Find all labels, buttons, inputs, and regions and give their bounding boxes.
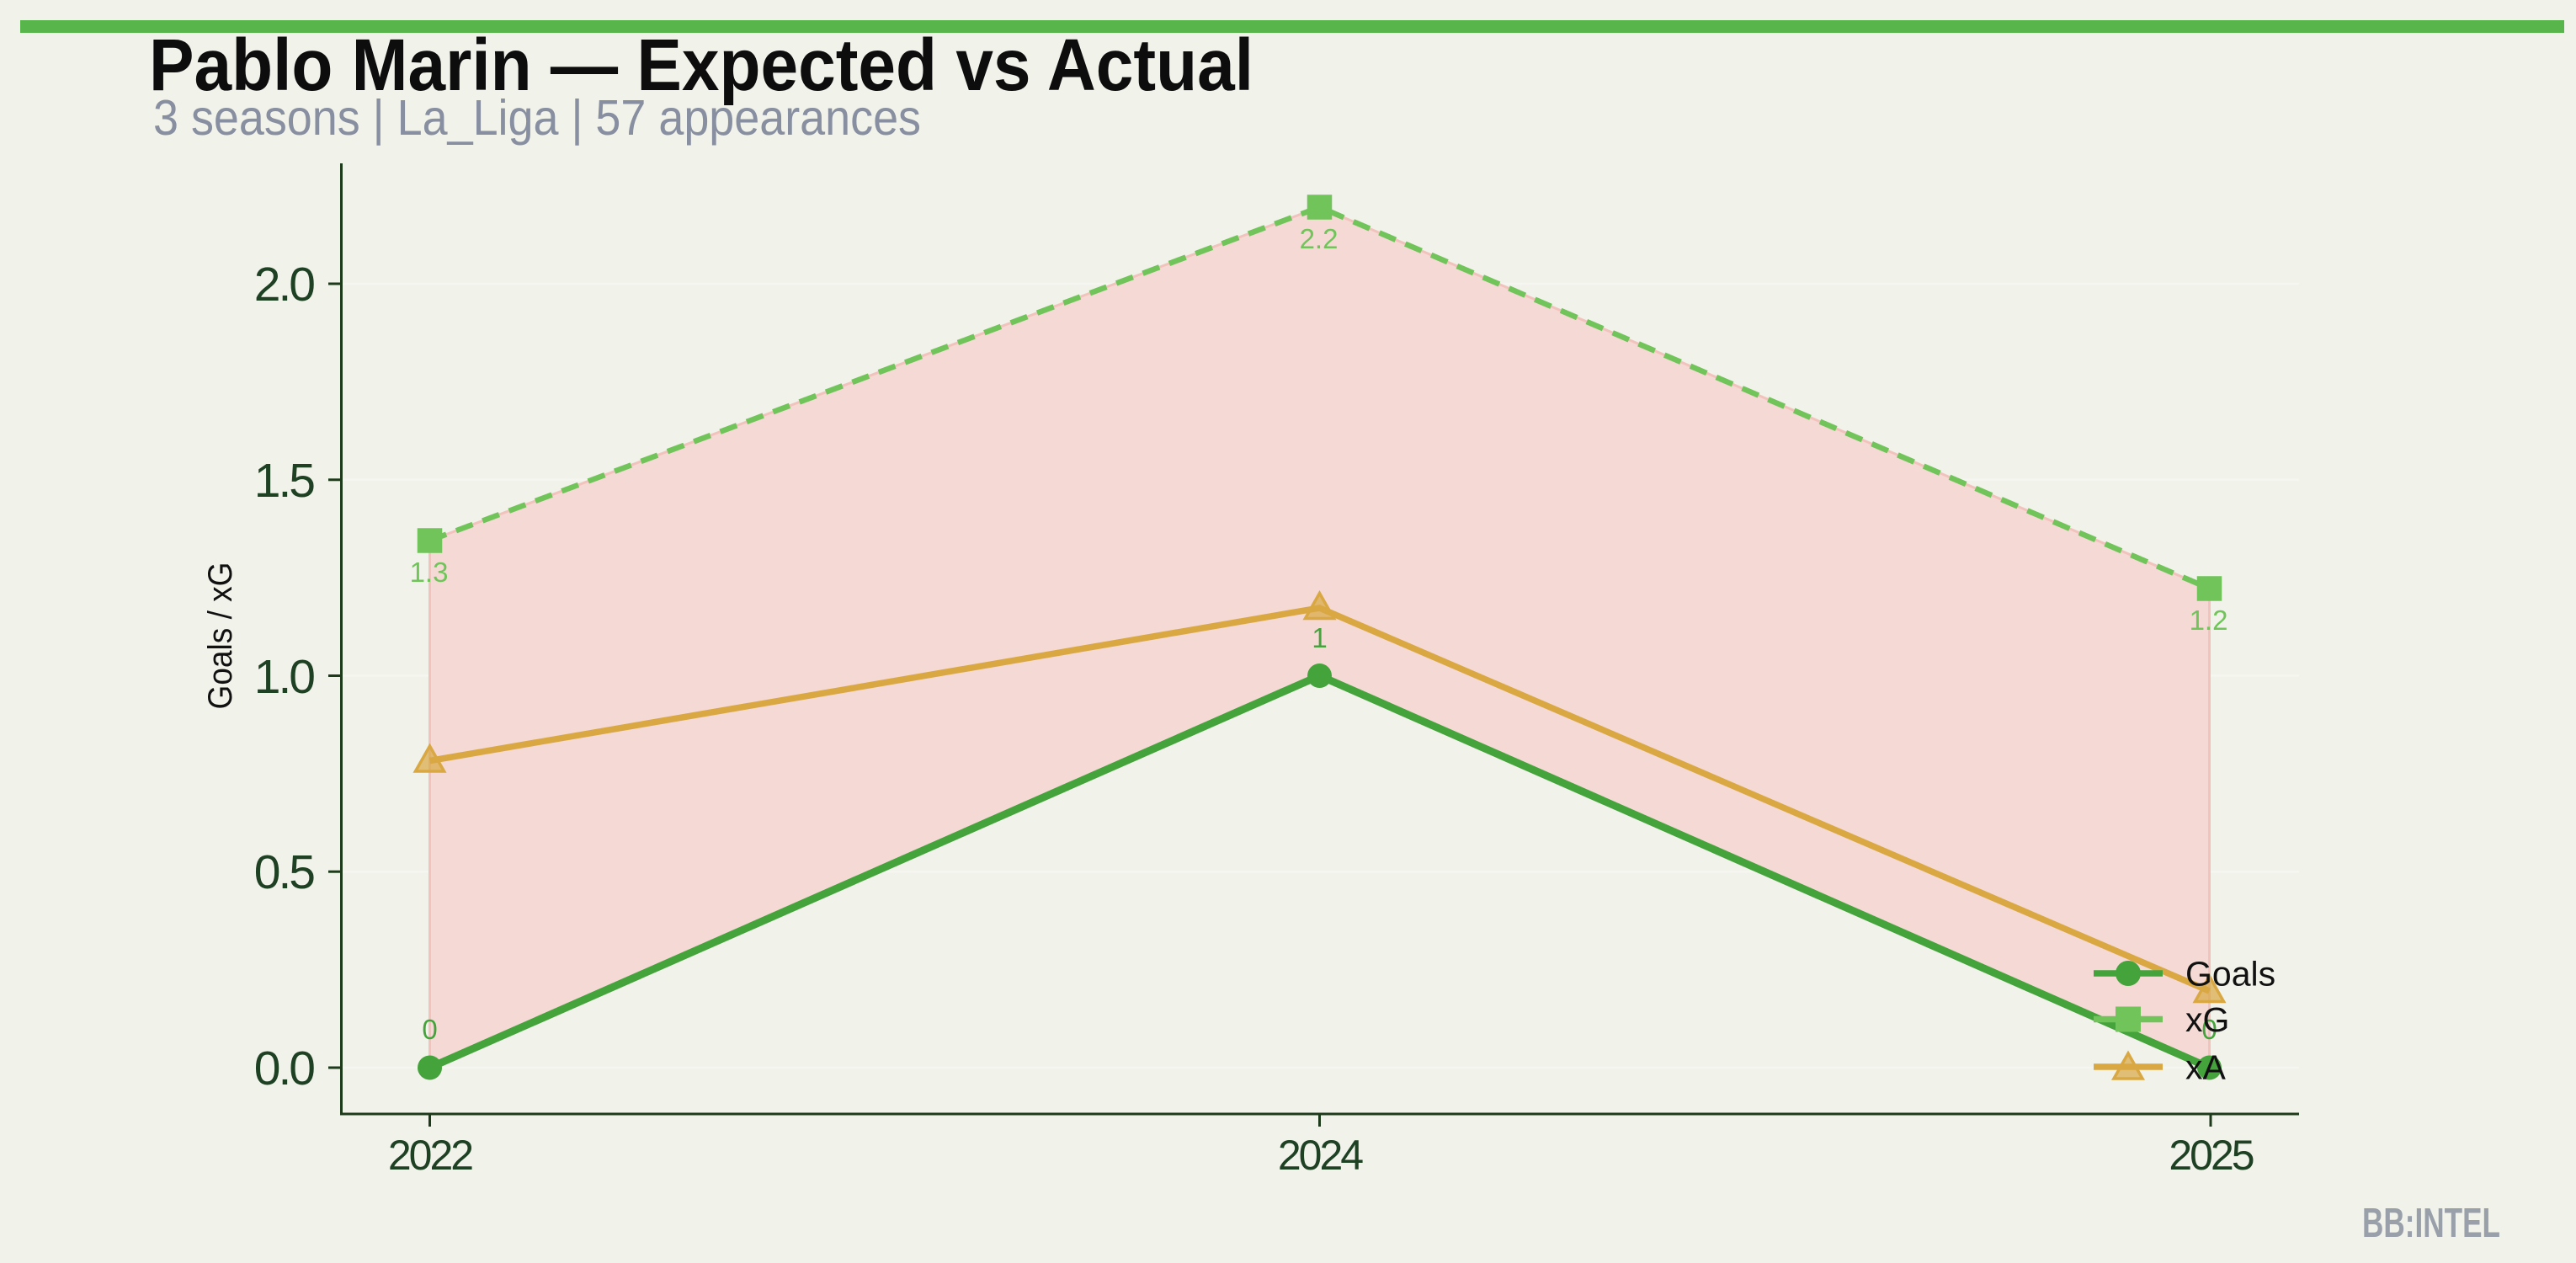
svg-text:0: 0 xyxy=(2201,1014,2217,1045)
svg-text:0: 0 xyxy=(422,1014,437,1045)
svg-text:1.2: 1.2 xyxy=(2190,605,2228,636)
svg-text:Goals: Goals xyxy=(2185,955,2275,994)
svg-text:0.5: 0.5 xyxy=(254,845,315,899)
svg-text:2022: 2022 xyxy=(388,1132,472,1179)
svg-text:3 seasons | La_Liga | 57 appea: 3 seasons | La_Liga | 57 appearances xyxy=(153,90,921,146)
svg-text:BB:INTEL: BB:INTEL xyxy=(2362,1201,2500,1246)
svg-text:1: 1 xyxy=(1312,622,1327,653)
svg-text:1.5: 1.5 xyxy=(254,454,315,508)
svg-text:2024: 2024 xyxy=(1278,1132,1363,1179)
svg-text:1.3: 1.3 xyxy=(410,557,449,588)
svg-text:2.0: 2.0 xyxy=(254,258,315,312)
svg-text:1.0: 1.0 xyxy=(254,650,315,704)
svg-text:xA: xA xyxy=(2185,1048,2227,1087)
svg-text:2.2: 2.2 xyxy=(1300,223,1339,254)
svg-text:Goals / xG: Goals / xG xyxy=(202,562,239,710)
svg-text:0.0: 0.0 xyxy=(254,1042,315,1095)
svg-text:Pablo Marin — Expected vs Actu: Pablo Marin — Expected vs Actual xyxy=(149,24,1253,106)
svg-text:xG: xG xyxy=(2185,1000,2229,1039)
svg-text:2025: 2025 xyxy=(2169,1132,2253,1179)
